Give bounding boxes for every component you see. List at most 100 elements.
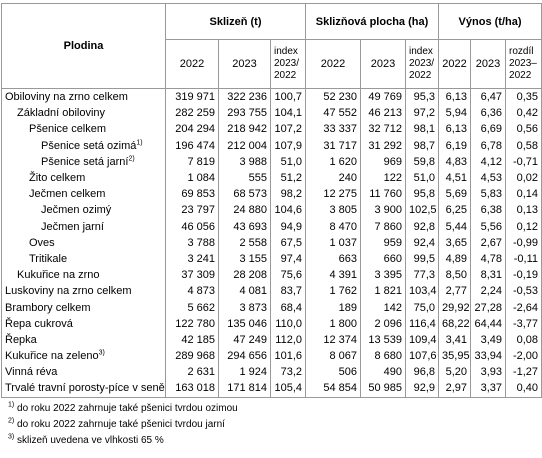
crop-label: Brambory celkem <box>5 301 91 314</box>
subheader: 2023 <box>360 39 407 89</box>
cell-value: 99,5 <box>405 250 440 268</box>
cell-value: 47 249 <box>218 331 271 348</box>
cell-value: 289 968 <box>165 348 219 365</box>
cell-value: 1 620 <box>305 153 362 170</box>
crop-name: Žito celkem <box>1 169 166 187</box>
footnote-marker: 3) <box>8 433 15 441</box>
subheader: index 2023/ 2022 <box>405 39 440 89</box>
table-row: Kukuřice na zeleno3) 289 968 294 656 101,6 8… <box>1 348 542 365</box>
cell-value: 0,13 <box>505 202 542 219</box>
table-row: Základní obiloviny 282 259 293 755 104,1 47 … <box>1 105 542 122</box>
cell-value: 0,02 <box>505 169 542 187</box>
cell-value: 51,0 <box>269 153 307 170</box>
crop-name: Trvalé travní porosty-píce v seně <box>1 380 166 398</box>
cell-value: 29,92 <box>438 299 472 316</box>
cell-value: 4 873 <box>165 283 219 300</box>
cell-value: 969 <box>360 153 407 170</box>
cell-value: 8 680 <box>360 348 407 365</box>
cell-value: 33 337 <box>305 121 362 138</box>
cell-value: -3,77 <box>505 315 542 332</box>
cell-value: 4 391 <box>305 267 362 284</box>
cell-value: 6,13 <box>438 121 472 138</box>
table-row: Kukuřice na zrno 37 309 28 208 75,6 4 391 3 3… <box>1 267 542 284</box>
cell-value: 3 241 <box>165 250 219 268</box>
crop-name: Kukuřice na zrno <box>1 267 166 284</box>
cell-value: 196 474 <box>165 137 219 154</box>
footnote-marker: 1) <box>8 401 15 409</box>
cell-value: 67,5 <box>269 234 307 251</box>
cell-value: 46 056 <box>165 218 219 235</box>
cell-value: 110,0 <box>269 315 307 332</box>
cell-value: 95,3 <box>405 88 440 106</box>
cell-value: 6,36 <box>470 105 507 122</box>
cell-value: 4,89 <box>438 250 472 268</box>
cell-value: 96,8 <box>405 364 440 381</box>
cell-value: 95,8 <box>405 186 440 203</box>
crop-name: Luskoviny na zrno celkem <box>1 283 166 300</box>
cell-value: 51,0 <box>405 169 440 187</box>
subheader: rozdíl 2023–2022 <box>505 39 542 89</box>
cell-value: 5,44 <box>438 218 472 235</box>
crop-table: Plodina Sklizeň (t) Sklizňová plocha (ha… <box>1 3 542 398</box>
crop-name: Tritikale <box>1 250 166 268</box>
cell-value: 6,47 <box>470 88 507 106</box>
crop-name: Ječmen celkem <box>1 186 166 203</box>
crop-label: Pšenice setá jarní <box>41 155 129 168</box>
cell-value: 3 805 <box>305 202 362 219</box>
cell-value: 3,37 <box>470 380 507 398</box>
cell-value: 3,93 <box>470 364 507 381</box>
cell-value: 8 067 <box>305 348 362 365</box>
cell-value: 13 539 <box>360 331 407 348</box>
cell-value: 959 <box>360 234 407 251</box>
cell-value: 1 037 <box>305 234 362 251</box>
table-row: Trvalé travní porosty-píce v seně 163 018… <box>1 380 542 398</box>
note-marker: 2) <box>128 155 135 163</box>
cell-value: 1 084 <box>165 169 219 187</box>
table-row: Pšenice setá jarní2) 7 819 3 988 51,0 1 620 9… <box>1 153 542 170</box>
cell-value: 94,9 <box>269 218 307 235</box>
header-crop: Plodina <box>1 3 166 89</box>
cell-value: 116,4 <box>405 315 440 332</box>
cell-value: 97,4 <box>269 250 307 268</box>
footnote-text: do roku 2022 zahrnuje také pšenici tvrdo… <box>17 418 225 430</box>
cell-value: 5 662 <box>165 299 219 316</box>
cell-value: -0,71 <box>505 153 542 170</box>
cell-value: 97,2 <box>405 105 440 122</box>
cell-value: 52 230 <box>305 88 362 106</box>
crop-name: Řepa cukrová <box>1 315 166 332</box>
cell-value: 2,97 <box>438 380 472 398</box>
cell-value: 4,83 <box>438 153 472 170</box>
subheader: 2023 <box>218 39 271 89</box>
crop-label: Pšenice celkem <box>29 123 107 136</box>
table-row: Luskoviny na zrno celkem 4 873 4 081 83,7 1 … <box>1 283 542 300</box>
cell-value: 98,1 <box>405 121 440 138</box>
crop-name: Ječmen jarní <box>1 218 166 235</box>
cell-value: 506 <box>305 364 362 381</box>
cell-value: 107,9 <box>269 137 307 154</box>
cell-value: 7 819 <box>165 153 219 170</box>
cell-value: 49 769 <box>360 88 407 106</box>
cell-value: 0,58 <box>505 137 542 154</box>
cell-value: 77,3 <box>405 267 440 284</box>
cell-value: 142 <box>360 299 407 316</box>
cell-value: 135 046 <box>218 315 271 332</box>
cell-value: 3 873 <box>218 299 271 316</box>
cell-value: 3,49 <box>470 331 507 348</box>
cell-value: 122 <box>360 169 407 187</box>
cell-value: 68,4 <box>269 299 307 316</box>
cell-value: 46 213 <box>360 105 407 122</box>
crop-name: Obiloviny na zrno celkem <box>1 88 166 106</box>
crop-name: Vinná réva <box>1 364 166 381</box>
cell-value: 35,95 <box>438 348 472 365</box>
table-row: Obiloviny na zrno celkem 319 971 322 236 10… <box>1 88 542 106</box>
cell-value: 204 294 <box>165 121 219 138</box>
cell-value: 1 800 <box>305 315 362 332</box>
cell-value: 5,94 <box>438 105 472 122</box>
crop-label: Obiloviny na zrno celkem <box>5 91 128 104</box>
cell-value: 1 762 <box>305 283 362 300</box>
crop-name: Ječmen ozimý <box>1 202 166 219</box>
cell-value: 240 <box>305 169 362 187</box>
cell-value: 23 797 <box>165 202 219 219</box>
subheader: index 2023/ 2022 <box>269 39 307 89</box>
cell-value: 47 552 <box>305 105 362 122</box>
